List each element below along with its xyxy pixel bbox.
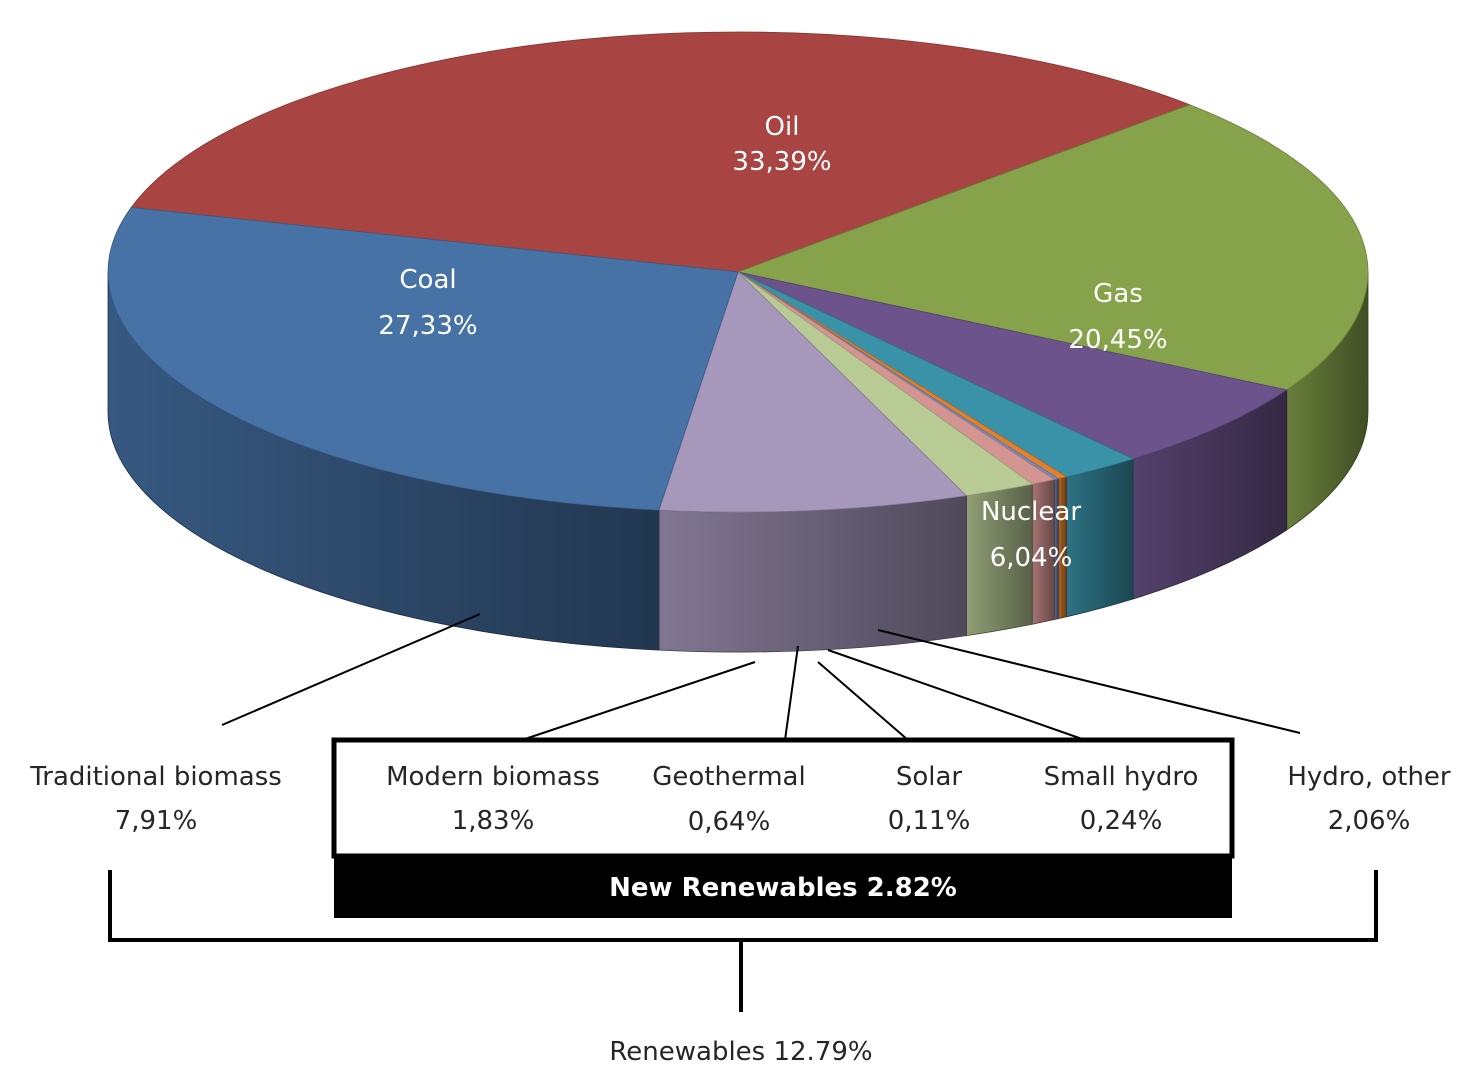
label-name-traditional-biomass: Traditional biomass <box>29 762 282 792</box>
leader-modern-biomass <box>521 661 756 741</box>
label-name-modern-biomass: Modern biomass <box>386 762 600 792</box>
leader-solar <box>817 661 909 741</box>
leader-small-hydro <box>827 649 1086 741</box>
leader-lines <box>221 613 1301 741</box>
pie-side-walls <box>107 271 1369 653</box>
label-name-hydro-other: Hydro, other <box>1287 762 1451 792</box>
label-name-solar: Solar <box>896 762 963 792</box>
label-value-gas: 20,45% <box>1068 325 1167 355</box>
label-value-small-hydro: 0,24% <box>1080 806 1163 836</box>
label-name-coal: Coal <box>399 265 456 295</box>
side-traditional-biomass <box>658 495 967 653</box>
new-renewables-label: New Renewables 2.82% <box>609 873 957 903</box>
label-value-solar: 0,11% <box>888 806 971 836</box>
label-value-traditional-biomass: 7,91% <box>115 806 198 836</box>
label-value-modern-biomass: 1,83% <box>452 806 535 836</box>
side-hydro-other <box>1065 458 1134 618</box>
label-value-nuclear: 6,04% <box>990 543 1073 573</box>
label-value-geothermal: 0,64% <box>688 807 771 837</box>
slice-gas <box>736 104 1369 391</box>
new-renewables-banner <box>334 856 1232 918</box>
slice-labels: Oil 33,39% Gas 20,45% Nuclear 6,04% Hydro, oth… <box>29 112 1451 837</box>
leader-traditional-biomass <box>221 613 481 726</box>
label-name-nuclear: Nuclear <box>981 497 1081 527</box>
group-boxes: New Renewables 2.82% Renewables 12.79% <box>108 737 1378 1067</box>
renewables-bracket <box>108 870 1378 1012</box>
slice-oil <box>130 31 1191 273</box>
renewables-label: Renewables 12.79% <box>609 1037 872 1066</box>
label-value-hydro-other: 2,06% <box>1328 806 1411 836</box>
label-name-oil: Oil <box>765 112 800 142</box>
new-renewables-box <box>331 737 1235 859</box>
slice-nuclear <box>737 271 1288 460</box>
label-name-small-hydro: Small hydro <box>1044 762 1199 792</box>
label-value-coal: 27,33% <box>378 311 477 341</box>
leader-hydro-other <box>877 629 1301 734</box>
pie-top-slices <box>107 31 1369 513</box>
label-name-geothermal: Geothermal <box>652 762 805 792</box>
label-value-oil: 33,39% <box>732 147 831 177</box>
slice-coal <box>107 207 739 511</box>
slice-traditional-biomass <box>658 271 968 513</box>
leader-geothermal <box>784 645 799 741</box>
label-name-gas: Gas <box>1093 279 1143 309</box>
